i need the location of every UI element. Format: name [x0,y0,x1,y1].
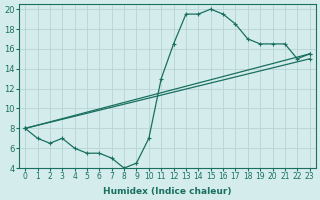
X-axis label: Humidex (Indice chaleur): Humidex (Indice chaleur) [103,187,232,196]
